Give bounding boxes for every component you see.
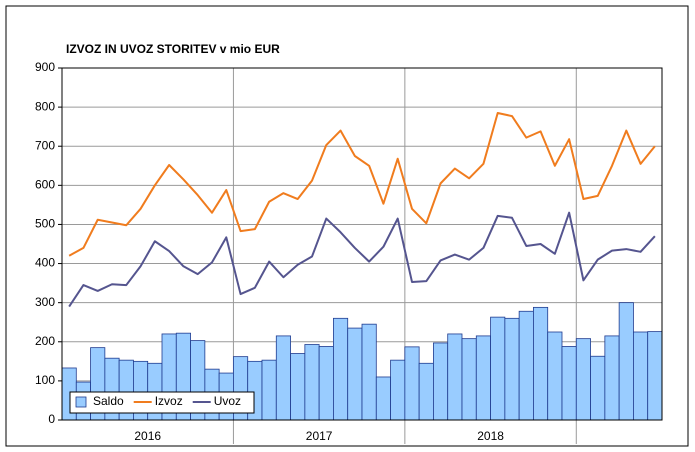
bar: [433, 342, 449, 421]
y-tick-label: 700: [35, 138, 55, 152]
plot-frame: [61, 67, 663, 421]
y-tick-label: 900: [35, 60, 55, 74]
bar: [447, 333, 463, 421]
bar: [318, 346, 334, 421]
bar: [418, 362, 434, 421]
marks: [61, 111, 663, 421]
legend-label: Uvoz: [214, 394, 241, 408]
bar: [304, 344, 320, 421]
bar: [361, 323, 377, 421]
legend-label: Izvoz: [155, 394, 183, 408]
bar: [647, 331, 663, 421]
bar: [375, 376, 391, 421]
bar: [533, 306, 549, 421]
bar: [347, 327, 363, 421]
bar: [575, 338, 591, 421]
x-year-label: 2018: [477, 429, 504, 443]
bar: [490, 316, 506, 421]
bar: [261, 359, 277, 421]
chart-title: IZVOZ IN UVOZ STORITEV v mio EUR: [66, 42, 280, 56]
y-tick-label: 500: [35, 217, 55, 231]
legend-box: [69, 391, 255, 414]
bar: [333, 317, 349, 421]
y-tick-label: 0: [48, 412, 55, 426]
line: [68, 211, 656, 308]
bar: [504, 317, 520, 421]
y-tick-label: 800: [35, 99, 55, 113]
y-tick-label: 600: [35, 178, 55, 192]
bar: [633, 331, 649, 421]
bar: [461, 338, 477, 421]
bar: [604, 335, 620, 421]
bar: [547, 331, 563, 421]
bar: [561, 346, 577, 421]
bar: [275, 335, 291, 421]
y-tick-label: 400: [35, 256, 55, 270]
y-tick-label: 300: [35, 295, 55, 309]
line: [68, 111, 656, 257]
x-year-label: 2016: [134, 429, 161, 443]
bar: [618, 302, 634, 421]
legend-label: Saldo: [93, 394, 124, 408]
y-tick-label: 100: [35, 373, 55, 387]
bar: [590, 355, 606, 421]
legend-swatch: [75, 396, 87, 408]
axes: 0 100 200 300 400 500 600 700 800 900 2016 2017 2018: [35, 60, 663, 443]
bar: [390, 359, 406, 421]
bar: [404, 346, 420, 421]
y-tick-label: 200: [35, 334, 55, 348]
bar: [518, 310, 534, 421]
bar: [475, 335, 491, 421]
x-year-label: 2017: [306, 429, 333, 443]
legend: Saldo Izvoz Uvoz: [69, 391, 255, 414]
bar: [290, 353, 306, 421]
